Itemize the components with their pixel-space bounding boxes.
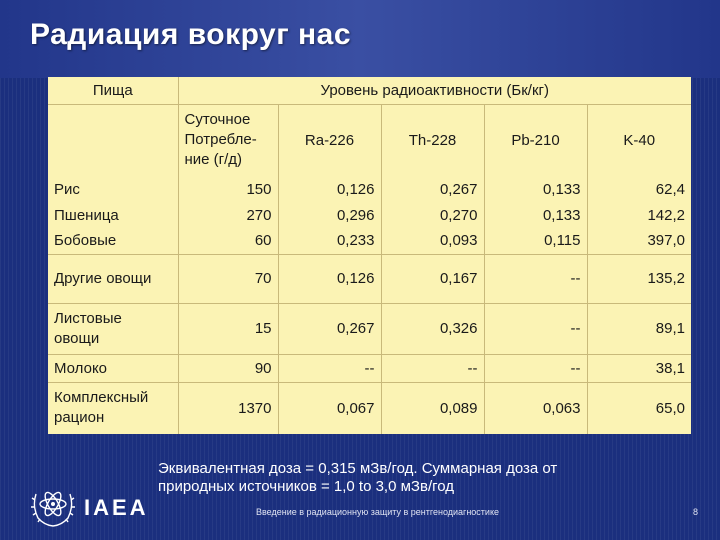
header-empty [48,104,179,176]
food-name-line2: овощи [54,329,100,347]
dose-summary-line2: природных источников = 1,0 to 3,0 мЗв/го… [158,478,455,495]
ra226-value: 0,296 [278,202,382,228]
slide-title: Радиация вокруг нас [30,18,352,51]
food-name-line1: Комплексный [54,389,149,407]
table-row: Пшеница 270 0,296 0,270 0,133 142,2 [48,202,691,228]
title-bar [0,0,720,78]
header-daily-line1: Суточное [184,111,251,129]
th228-value: -- [381,354,485,383]
th228-value: 0,270 [381,202,485,228]
daily-intake: 1370 [178,382,279,434]
pb210-value: -- [484,303,588,355]
k40-value: 397,0 [587,228,691,255]
page-number: 8 [693,507,699,517]
k40-value: 62,4 [655,180,685,198]
table-row: Рис 150 0,126 0,267 0,133 62,4 [48,176,691,202]
th228-value: 0,089 [381,382,485,434]
table-row: Другие овощи 70 0,126 0,167 -- 135,2 [48,254,691,304]
ra226-value: 0,267 [278,303,382,355]
table-row: Комплексный рацион 1370 0,067 0,089 0,06… [48,382,691,434]
daily-intake: 60 [178,228,279,255]
header-th228: Th-228 [381,104,485,176]
dose-summary-line1: Эквивалентная доза = 0,315 мЗв/год. Сумм… [158,460,558,477]
k40-value: 135,2 [587,254,691,304]
iaea-atom-laurel-icon [28,480,78,535]
food-name: Бобовые [48,228,179,255]
daily-intake: 70 [178,254,279,304]
daily-intake: 90 [178,354,279,383]
daily-intake: 15 [178,303,279,355]
th228-value: 0,267 [381,176,485,202]
pb210-value: 0,133 [484,202,588,228]
header-ra226: Ra-226 [278,104,382,176]
daily-intake: 270 [178,202,279,228]
header-daily-line3: ние (г/д) [184,151,243,169]
header-k40: K-40 [623,131,656,149]
dose-summary: Эквивалентная доза = 0,315 мЗв/год. Сумм… [158,460,698,496]
iaea-logo-text: IAEA [84,494,149,520]
pb210-value: -- [484,354,588,383]
k40-value: 89,1 [587,303,691,355]
food-name: Листовые овощи [48,303,179,355]
food-name-line1: Листовые [54,309,122,327]
pb210-value: 0,063 [484,382,588,434]
ra226-value: 0,233 [278,228,382,255]
table-row: Листовые овощи 15 0,267 0,326 -- 89,1 [48,303,691,355]
header-daily: Суточное Потребле- ние (г/д) [178,104,279,176]
food-name-line2: рацион [54,409,105,427]
th228-value: 0,167 [381,254,485,304]
food-name: Пшеница [48,202,179,228]
food-name: Комплексный рацион [48,382,179,434]
ra226-value: 0,067 [278,382,382,434]
k40-value: 65,0 [655,399,685,417]
table-row: Бобовые 60 0,233 0,093 0,115 397,0 [48,228,691,255]
th228-value: 0,326 [381,303,485,355]
food-name: Рис [48,176,179,202]
th228-value: 0,093 [381,228,485,255]
course-footnote: Введение в радиационную защиту в рентген… [256,507,499,517]
iaea-logo: IAEA [28,480,149,535]
food-name: Другие овощи [48,254,179,304]
k40-value: 38,1 [587,354,691,383]
table-row: Молоко 90 -- -- -- 38,1 [48,354,691,383]
header-daily-line2: Потребле- [184,131,257,149]
pb210-value: 0,133 [484,176,588,202]
radioactivity-table: Пища Уровень радиоактивности (Бк/кг) Сут… [48,77,691,434]
header-food: Пища [48,77,179,105]
ra226-value: -- [278,354,382,383]
daily-intake: 150 [178,176,279,202]
k40-value: 142,2 [647,206,685,224]
pb210-value: -- [484,254,588,304]
ra226-value: 0,126 [278,176,382,202]
pb210-value: 0,115 [484,228,588,255]
food-name: Молоко [48,354,179,383]
header-pb210: Pb-210 [484,104,588,176]
ra226-value: 0,126 [278,254,382,304]
header-level: Уровень радиоактивности (Бк/кг) [178,77,691,105]
